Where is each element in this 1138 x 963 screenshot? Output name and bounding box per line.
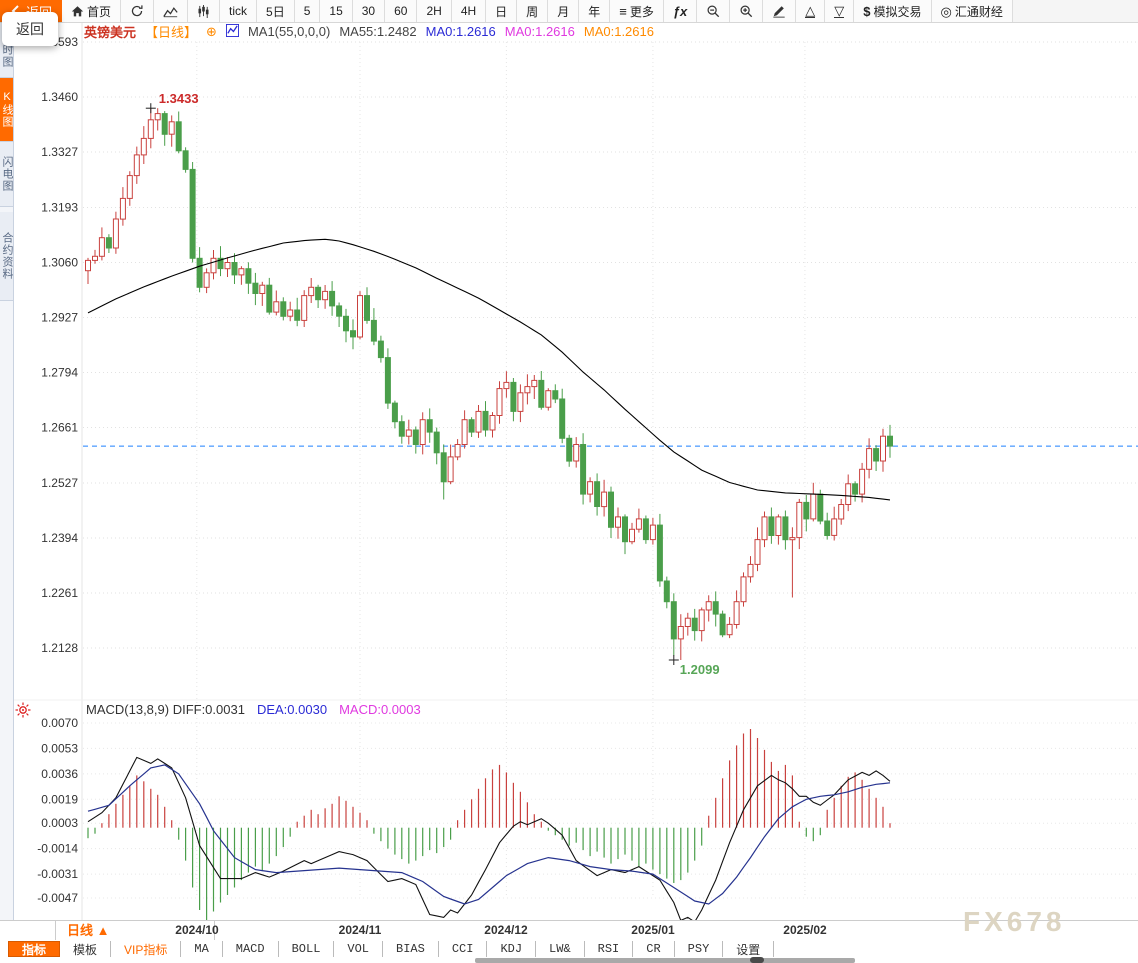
x-axis-label-2025/01: 2025/01 [631,923,675,937]
toolbar-item-30[interactable]: 30 [352,0,386,22]
svg-text:0.0053: 0.0053 [41,741,78,755]
toolbar-item-5日[interactable]: 5日 [257,0,295,22]
fx678-watermark: FX678 [963,906,1066,937]
sidebar-item-闪电图[interactable]: 闪电图 [0,142,13,207]
tooltip-text: 返回 [16,21,44,37]
tab-指标[interactable]: 指标 [8,941,61,957]
toolbar-item-周[interactable]: 周 [517,0,549,22]
svg-text:1.3193: 1.3193 [41,201,78,215]
chart-header-seg-1: 【日线】 [145,25,198,40]
tab-LW&[interactable]: LW& [536,941,585,957]
svg-text:1.2261: 1.2261 [41,586,78,600]
tab-设置[interactable]: 设置 [723,941,775,958]
svg-text:-0.0014: -0.0014 [37,842,78,856]
chart-header-seg-2: ⊕ [206,23,217,39]
x-axis-label-2025/02: 2025/02 [783,923,827,937]
chart-header-seg-3: MA1(55,0,0,0) [247,24,331,39]
chart-header-seg-6: MA0:1.2616 [504,24,575,39]
toolbar-item-line-chart-icon[interactable] [154,0,189,22]
svg-text:1.2661: 1.2661 [41,421,78,435]
svg-text:0.0019: 0.0019 [41,792,78,806]
toolbar-item-60[interactable]: 60 [385,0,418,22]
toolbar-item-tick[interactable]: tick [220,0,258,22]
tab-PSY[interactable]: PSY [675,941,724,957]
svg-text:1.2927: 1.2927 [41,311,78,325]
tab-VOL[interactable]: VOL [334,941,384,957]
svg-text:1.2128: 1.2128 [41,641,78,655]
svg-text:-0.0047: -0.0047 [37,891,78,905]
chart-header-seg-7: MA0:1.2616 [583,24,654,39]
tab-MA[interactable]: MA [181,941,223,957]
sun-icon[interactable] [15,702,31,723]
top-toolbar: 返回 首页tick5日51530602H4H日周月年≡更多ƒx△▽$模拟交易◎汇… [0,0,1138,23]
horizontal-scrollbar [0,957,1138,963]
tab-模板[interactable]: 模板 [60,941,112,958]
macd-header-seg-1: DEA:0.0030 [256,702,328,717]
left-sidebar: 分时图 K线图 闪电图 合约资料 [0,22,14,963]
toolbar-item-fx-icon[interactable]: ƒx [663,0,698,22]
tab-VIP指标[interactable]: VIP指标 [111,941,182,957]
toolbar-item-2H[interactable]: 2H [417,0,452,22]
svg-text:1.3327: 1.3327 [41,145,78,159]
toolbar-item-triangle-up-icon[interactable]: △ [796,0,826,22]
svg-text:1.2099: 1.2099 [680,662,720,677]
toolbar-item-draw-icon[interactable] [763,0,797,22]
tab-CCI[interactable]: CCI [439,941,488,957]
tab-RSI[interactable]: RSI [585,941,634,957]
toolbar-item-年[interactable]: 年 [579,0,611,22]
indicator-tabs: 指标 模板 VIP指标 MA MACD BOLL VOL BIAS CCI KDJ LW& RSI CR… [0,941,1138,958]
chart-header-seg-4: MA55:1.2482 [339,24,417,39]
tab-BIAS[interactable]: BIAS [383,941,439,957]
x-axis-label-2024/12: 2024/12 [484,923,528,937]
svg-text:1.2794: 1.2794 [41,366,78,380]
toolbar-item-模拟交易[interactable]: $ 模拟交易 [854,0,932,22]
chart-header: 英镑美元 【日线】 ⊕ MA1(55,0,0,0) MA55:1.2482 MA0:1.2… [84,23,654,40]
svg-text:-0.0031: -0.0031 [37,867,78,881]
toolbar-item-5[interactable]: 5 [294,0,321,22]
toolbar-items: 首页 tick 5日 5 15 30 60 2H 4H 日周月年 ≡ 更多 ƒx △ ▽ $ 模拟交易 ◎ 汇通财经 [62,0,1138,22]
toolbar-item-4H[interactable]: 4H [451,0,487,22]
tab-MACD[interactable]: MACD [223,941,279,957]
toolbar-item-zoom-out-icon[interactable] [697,0,731,22]
macd-header: MACD(13,8,9) DIFF:0.0031 DEA:0.0030 MACD:0… [86,701,421,718]
toolbar-item-triangle-down-icon[interactable]: ▽ [825,0,855,22]
chart-header-seg-0: 英镑美元 [84,25,137,40]
svg-text:1.2394: 1.2394 [41,531,78,545]
chart-header-seg-5: MA0:1.2616 [425,24,496,39]
macd-header-seg-2: MACD:0.0003 [339,702,421,717]
svg-text:0.0036: 0.0036 [41,767,78,781]
tab-KDJ[interactable]: KDJ [487,941,537,957]
toolbar-item-首页[interactable]: 首页 [62,0,122,22]
macd-header-seg-0: MACD(13,8,9) DIFF:0.0031 [86,702,245,717]
toolbar-item-15[interactable]: 15 [320,0,353,22]
sidebar-item-合约资料[interactable]: 合约资料 [0,212,13,301]
back-tooltip: 返回 [2,12,58,46]
svg-text:1.3460: 1.3460 [41,90,78,104]
sidebar-item-K线图[interactable]: K线图 [0,78,13,142]
svg-text:1.2527: 1.2527 [41,476,78,490]
svg-text:1.3060: 1.3060 [41,256,78,270]
toolbar-item-日[interactable]: 日 [486,0,518,22]
svg-text:0.0003: 0.0003 [41,816,78,830]
blue-chart-icon[interactable] [225,23,239,40]
toolbar-item-zoom-in-icon[interactable] [730,0,764,22]
svg-text:1.3433: 1.3433 [159,91,199,106]
x-axis-label-2024/11: 2024/11 [338,923,382,937]
period-selector[interactable]: 日线 ▲ [55,921,215,940]
toolbar-item-汇通财经[interactable]: ◎ 汇通财经 [931,0,1013,22]
tab-BOLL[interactable]: BOLL [279,941,335,957]
scrollbar-thumb[interactable] [475,958,855,963]
svg-text:0.0070: 0.0070 [41,716,78,730]
toolbar-item-refresh-icon[interactable] [121,0,155,22]
tab-CR[interactable]: CR [633,941,675,957]
toolbar-item-candle-chart-icon[interactable] [188,0,221,22]
scrollbar-grip[interactable] [750,957,764,963]
toolbar-item-更多[interactable]: ≡ 更多 [610,0,664,22]
toolbar-item-月[interactable]: 月 [548,0,580,22]
x-axis-label-2024/10: 2024/10 [175,923,219,937]
